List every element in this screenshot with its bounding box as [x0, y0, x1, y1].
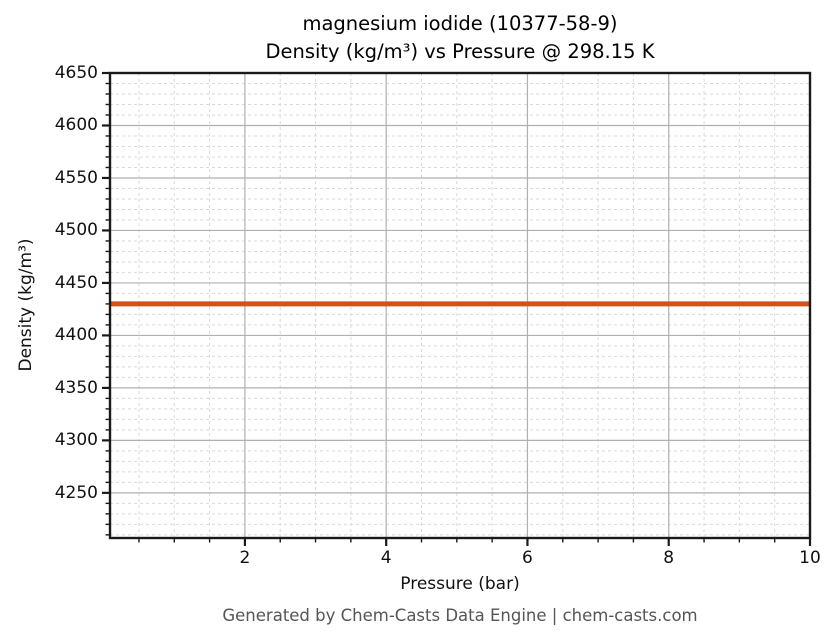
footer-credit: Generated by Chem-Casts Data Engine | ch…	[222, 606, 698, 625]
x-tick-label: 10	[799, 548, 821, 568]
y-tick-label: 4600	[54, 115, 98, 136]
y-tick-label: 4650	[54, 63, 98, 83]
x-tick-label: 2	[239, 548, 251, 568]
y-tick-label: 4350	[54, 377, 98, 398]
y-axis-label: Density (kg/m³)	[16, 238, 36, 372]
chart-title: magnesium iodide (10377-58-9) Density (k…	[110, 10, 810, 66]
y-tick-label: 4450	[54, 272, 98, 293]
axes-frame	[108, 71, 812, 540]
chart-title-line2: Density (kg/m³) vs Pressure @ 298.15 K	[265, 40, 655, 63]
y-tick-label: 4550	[54, 167, 98, 188]
y-tick-label: 4500	[54, 220, 98, 241]
chart-title-line1: magnesium iodide (10377-58-9)	[302, 12, 618, 35]
y-tick-label: 4300	[54, 430, 98, 451]
y-tick-label: 4250	[54, 482, 98, 503]
x-axis-label: Pressure (bar)	[400, 574, 520, 594]
x-tick-label: 6	[522, 548, 533, 568]
y-tick-label: 4400	[54, 325, 98, 346]
x-tick-label: 8	[663, 548, 675, 568]
x-tick-label: 4	[380, 548, 392, 568]
